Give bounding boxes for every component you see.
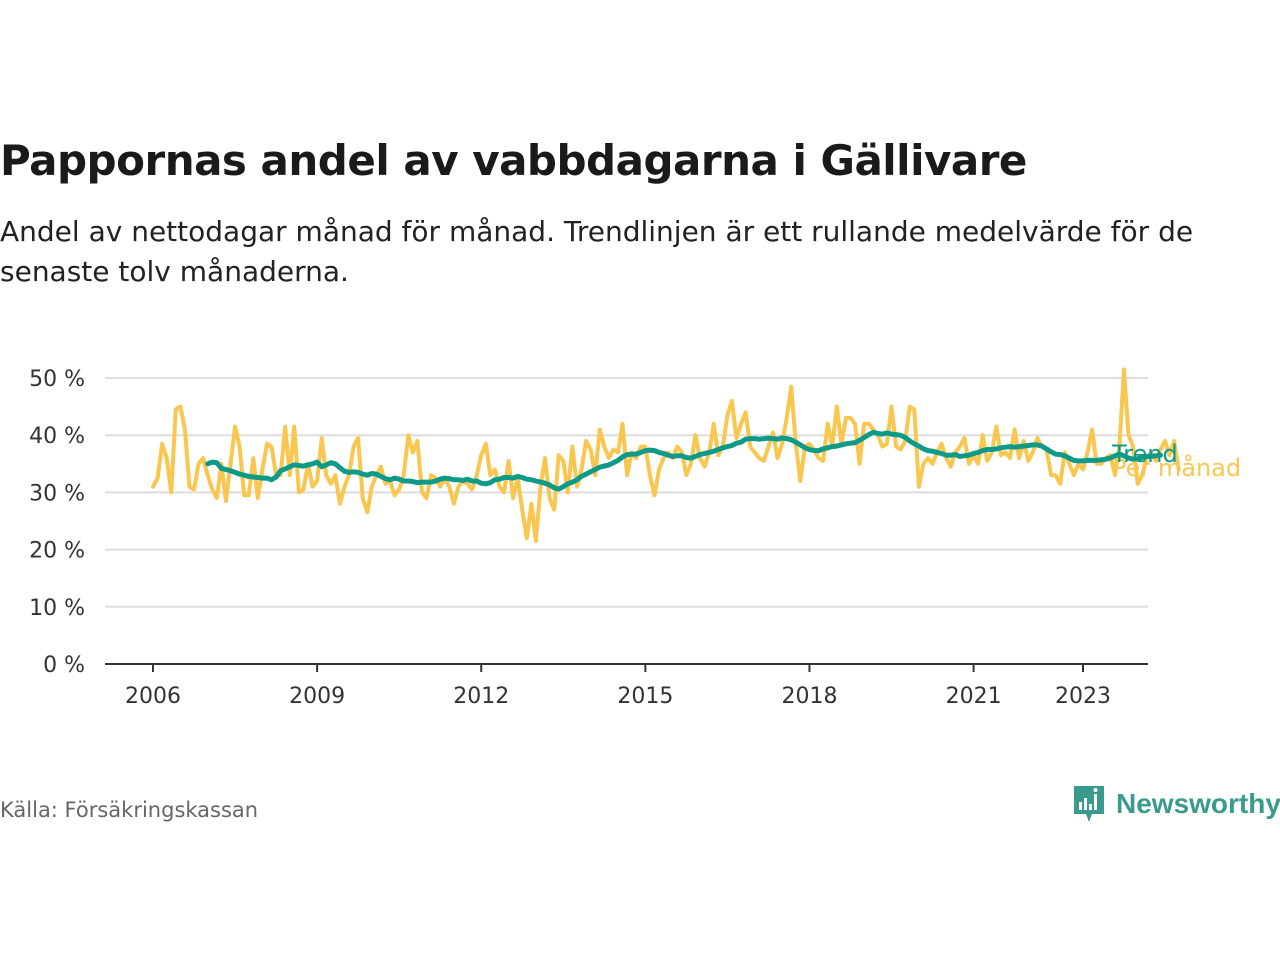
y-tick-label: 10 % xyxy=(29,596,85,621)
monthly-label: Per månad xyxy=(1112,453,1241,482)
x-tick-label: 2018 xyxy=(781,684,837,709)
line-chart: 0 % 10 % 20 % 30 % 40 % 50 % 2006 2009 2012 2015… xyxy=(29,367,1241,709)
trend-label: Trend xyxy=(1111,440,1178,468)
x-tick-label: 2009 xyxy=(289,684,345,709)
trend-line xyxy=(205,429,1163,492)
brand-name: Newsworthy xyxy=(1116,788,1280,819)
gridlines xyxy=(105,377,1148,608)
y-tick-label: 30 % xyxy=(29,481,85,506)
x-tick-label: 2023 xyxy=(1055,684,1111,709)
x-tick-label: 2006 xyxy=(125,684,181,709)
x-tick-label: 2012 xyxy=(453,684,509,709)
y-axis-ticks: 0 % 10 % 20 % 30 % 40 % 50 % xyxy=(29,367,85,678)
y-tick-label: 0 % xyxy=(43,653,85,678)
y-tick-label: 40 % xyxy=(29,424,85,449)
source-note: Källa: Försäkringskassan xyxy=(0,798,259,822)
newsworthy-logo-icon xyxy=(1074,786,1104,822)
x-tick-label: 2021 xyxy=(946,684,1002,709)
x-axis-ticks: 2006 2009 2012 2015 2018 2021 2023 xyxy=(105,663,1148,709)
chart-subtitle: Andel av nettodagar månad för månad. Tre… xyxy=(0,215,1194,288)
series-lines xyxy=(151,367,1181,543)
newsworthy-logo: Newsworthy xyxy=(1072,784,1280,824)
y-tick-label: 50 % xyxy=(29,367,85,392)
x-tick-label: 2015 xyxy=(617,684,673,709)
y-tick-label: 20 % xyxy=(29,539,85,564)
chart-title: Pappornas andel av vabbdagarna i Gälliva… xyxy=(0,136,1027,185)
